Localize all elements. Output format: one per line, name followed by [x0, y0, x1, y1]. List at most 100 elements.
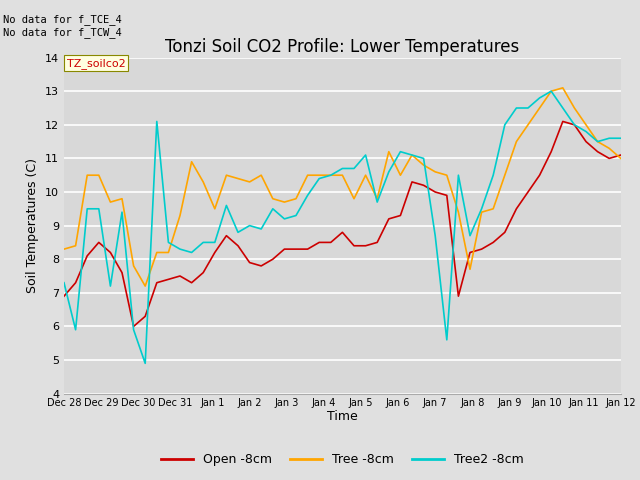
Open -8cm: [547, 149, 555, 155]
Tree -8cm: [223, 172, 230, 178]
Tree2 -8cm: [420, 156, 428, 161]
Tree2 -8cm: [118, 209, 126, 215]
Tree -8cm: [617, 156, 625, 161]
Tree2 -8cm: [501, 122, 509, 128]
Tree -8cm: [443, 172, 451, 178]
Tree -8cm: [130, 263, 138, 269]
Tree2 -8cm: [350, 166, 358, 171]
Tree -8cm: [501, 172, 509, 178]
Tree2 -8cm: [443, 337, 451, 343]
Tree2 -8cm: [408, 152, 416, 158]
Open -8cm: [501, 229, 509, 235]
Open -8cm: [118, 270, 126, 276]
Tree2 -8cm: [547, 88, 555, 94]
Title: Tonzi Soil CO2 Profile: Lower Temperatures: Tonzi Soil CO2 Profile: Lower Temperatur…: [165, 38, 520, 56]
Tree -8cm: [559, 85, 566, 91]
Open -8cm: [223, 233, 230, 239]
Open -8cm: [466, 250, 474, 255]
Tree -8cm: [246, 179, 253, 185]
Open -8cm: [304, 246, 312, 252]
Tree2 -8cm: [130, 327, 138, 333]
Open -8cm: [536, 172, 543, 178]
Text: TZ_soilco2: TZ_soilco2: [67, 58, 125, 69]
X-axis label: Time: Time: [327, 410, 358, 423]
Open -8cm: [362, 243, 369, 249]
Tree -8cm: [200, 179, 207, 185]
Open -8cm: [350, 243, 358, 249]
Tree2 -8cm: [373, 199, 381, 205]
Tree -8cm: [316, 172, 323, 178]
Tree -8cm: [547, 88, 555, 94]
Tree2 -8cm: [95, 206, 102, 212]
Open -8cm: [60, 293, 68, 299]
Tree2 -8cm: [153, 119, 161, 124]
Tree2 -8cm: [72, 327, 79, 333]
Tree -8cm: [118, 196, 126, 202]
Tree -8cm: [594, 139, 602, 144]
Tree -8cm: [397, 172, 404, 178]
Tree2 -8cm: [490, 172, 497, 178]
Tree -8cm: [95, 172, 102, 178]
Tree -8cm: [385, 149, 392, 155]
Open -8cm: [339, 229, 346, 235]
Open -8cm: [477, 246, 485, 252]
Open -8cm: [385, 216, 392, 222]
Open -8cm: [373, 240, 381, 245]
Open -8cm: [454, 293, 462, 299]
Tree -8cm: [106, 199, 114, 205]
Text: No data for f_TCE_4
No data for f_TCW_4: No data for f_TCE_4 No data for f_TCW_4: [3, 14, 122, 38]
Line: Tree -8cm: Tree -8cm: [64, 88, 621, 286]
Tree2 -8cm: [211, 240, 219, 245]
Legend: Open -8cm, Tree -8cm, Tree2 -8cm: Open -8cm, Tree -8cm, Tree2 -8cm: [156, 448, 529, 471]
Open -8cm: [594, 149, 602, 155]
Line: Tree2 -8cm: Tree2 -8cm: [64, 91, 621, 363]
Tree -8cm: [536, 105, 543, 111]
Tree -8cm: [339, 172, 346, 178]
Tree2 -8cm: [559, 105, 566, 111]
Tree2 -8cm: [466, 233, 474, 239]
Open -8cm: [246, 260, 253, 265]
Open -8cm: [95, 240, 102, 245]
Tree -8cm: [234, 176, 242, 181]
Tree -8cm: [292, 196, 300, 202]
Tree2 -8cm: [164, 240, 172, 245]
Open -8cm: [141, 313, 149, 319]
Tree -8cm: [164, 250, 172, 255]
Open -8cm: [130, 324, 138, 329]
Tree -8cm: [362, 172, 369, 178]
Tree2 -8cm: [339, 166, 346, 171]
Tree2 -8cm: [246, 223, 253, 228]
Tree2 -8cm: [605, 135, 613, 141]
Y-axis label: Soil Temperatures (C): Soil Temperatures (C): [26, 158, 40, 293]
Tree2 -8cm: [594, 139, 602, 144]
Tree2 -8cm: [83, 206, 91, 212]
Open -8cm: [316, 240, 323, 245]
Open -8cm: [200, 270, 207, 276]
Tree -8cm: [176, 213, 184, 218]
Open -8cm: [605, 156, 613, 161]
Tree -8cm: [431, 169, 439, 175]
Tree2 -8cm: [304, 192, 312, 198]
Tree -8cm: [513, 139, 520, 144]
Open -8cm: [188, 280, 195, 286]
Tree -8cm: [373, 196, 381, 202]
Tree2 -8cm: [385, 169, 392, 175]
Tree -8cm: [408, 152, 416, 158]
Open -8cm: [443, 192, 451, 198]
Tree2 -8cm: [176, 246, 184, 252]
Tree2 -8cm: [477, 206, 485, 212]
Open -8cm: [280, 246, 288, 252]
Tree2 -8cm: [513, 105, 520, 111]
Open -8cm: [211, 250, 219, 255]
Tree -8cm: [420, 162, 428, 168]
Tree -8cm: [280, 199, 288, 205]
Tree2 -8cm: [292, 213, 300, 218]
Open -8cm: [513, 206, 520, 212]
Open -8cm: [234, 243, 242, 249]
Open -8cm: [559, 119, 566, 124]
Open -8cm: [420, 182, 428, 188]
Line: Open -8cm: Open -8cm: [64, 121, 621, 326]
Tree2 -8cm: [617, 135, 625, 141]
Tree2 -8cm: [524, 105, 532, 111]
Open -8cm: [83, 253, 91, 259]
